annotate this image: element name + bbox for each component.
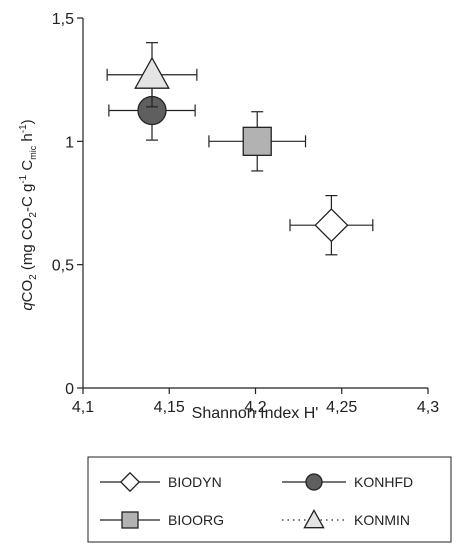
y-tick-label-0: 0 (65, 381, 74, 398)
legend-marker-konhfd (305, 473, 323, 491)
y-title-open: (mg CO (19, 218, 36, 275)
marker-konmin (134, 56, 170, 89)
legend-marker-bioorg (121, 511, 139, 529)
legend-label-konhfd: KONHFD (354, 474, 413, 490)
y-title-close: ) (19, 119, 36, 124)
point-group-biodyn (289, 195, 374, 256)
y-title-dash: -C g (19, 184, 36, 212)
x-tick-label-2: 4,2 (244, 399, 266, 416)
legend-box (87, 456, 452, 543)
point-group-konmin (106, 42, 198, 108)
y-axis-title: qCO2 (mg CO2-C g-1 Cmic h-1) (18, 119, 39, 310)
legend: BIODYN KONHFD BIOORG KONMIN (100, 471, 413, 529)
axis-ticks: 4,1 4,15 4,2 4,25 4,3 0 0,5 1 1,5 (52, 11, 439, 416)
y-title-co: CO (19, 280, 36, 303)
y-title-mic: mic (28, 145, 38, 159)
legend-label-biodyn: BIODYN (168, 474, 222, 490)
legend-label-bioorg: BIOORG (168, 512, 224, 528)
x-tick-label-3: 4,25 (326, 399, 357, 416)
y-title-sup2: -1 (18, 124, 29, 133)
legend-item-konhfd: KONHFD (282, 473, 413, 491)
y-title-sub2: 2 (28, 274, 39, 280)
y-title-sup: -1 (18, 174, 29, 183)
x-axis-title: Shannon Index H' (192, 405, 319, 422)
legend-item-bioorg: BIOORG (100, 511, 224, 529)
legend-label-konmin: KONMIN (354, 512, 410, 528)
y-title-c: C (19, 160, 36, 175)
y-title-h: h (19, 133, 36, 146)
marker-biodyn (314, 208, 349, 243)
y-title-sub2b: 2 (28, 212, 39, 218)
data-points (106, 42, 374, 256)
x-tick-label-1: 4,15 (154, 399, 185, 416)
x-tick-label-0: 4,1 (72, 399, 94, 416)
y-title-q: q (19, 302, 36, 311)
legend-marker-konmin (303, 509, 325, 529)
y-tick-label-2: 1 (65, 134, 74, 151)
marker-bioorg (242, 126, 272, 156)
x-tick-label-4: 4,3 (417, 399, 439, 416)
legend-marker-biodyn (119, 471, 141, 493)
y-tick-label-1: 0,5 (52, 258, 74, 275)
legend-item-biodyn: BIODYN (100, 471, 222, 493)
legend-item-konmin: KONMIN (282, 509, 410, 529)
y-tick-label-3: 1,5 (52, 11, 74, 28)
point-group-bioorg (208, 111, 307, 172)
